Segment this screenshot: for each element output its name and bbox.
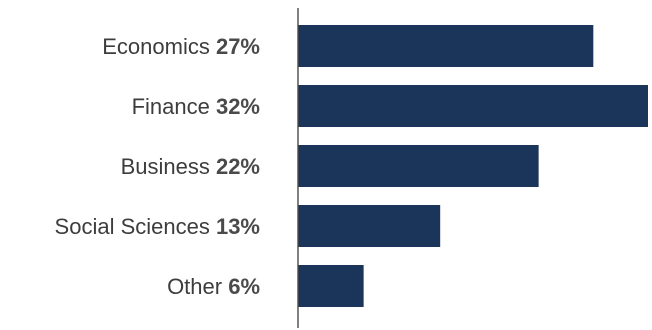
bars-group: [298, 25, 648, 307]
category-label-economics: Economics 27%: [102, 34, 260, 59]
category-name: Finance: [132, 94, 216, 119]
bar-business: [298, 145, 539, 187]
category-labels-group: Economics 27% Finance 32% Business 22% Soci…: [55, 34, 260, 299]
value-label: 27%: [216, 34, 260, 59]
value-label: 32%: [216, 94, 260, 119]
bar-finance: [298, 85, 648, 127]
category-label-business: Business 22%: [121, 154, 260, 179]
category-name: Other: [167, 274, 228, 299]
category-label-social-sciences: Social Sciences 13%: [55, 214, 260, 239]
bar-economics: [298, 25, 594, 67]
category-label-other: Other 6%: [167, 274, 260, 299]
value-label: 6%: [228, 274, 260, 299]
category-name: Social Sciences: [55, 214, 216, 239]
bar-other: [298, 265, 364, 307]
category-name: Economics: [102, 34, 216, 59]
value-label: 13%: [216, 214, 260, 239]
category-name: Business: [121, 154, 216, 179]
value-label: 22%: [216, 154, 260, 179]
bar-social-sciences: [298, 205, 441, 247]
category-label-finance: Finance 32%: [132, 94, 260, 119]
